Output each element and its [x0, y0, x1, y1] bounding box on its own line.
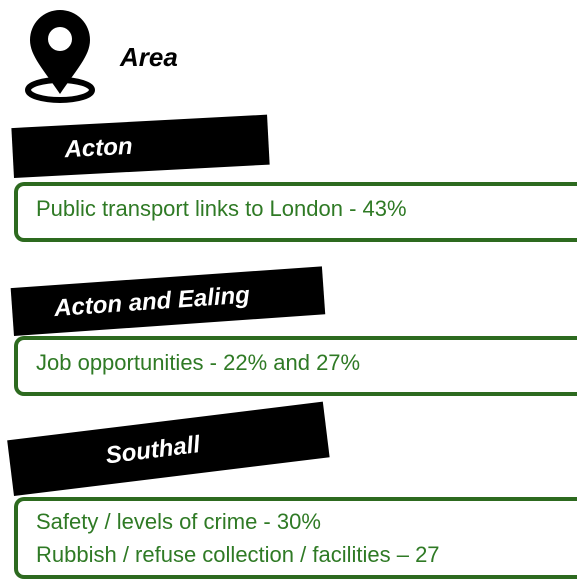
- location-pin-icon: [25, 10, 95, 103]
- area-title: Area: [120, 42, 178, 72]
- section-line: Safety / levels of crime - 30%: [36, 509, 321, 534]
- section-line: Public transport links to London - 43%: [36, 196, 407, 221]
- section-line: Job opportunities - 22% and 27%: [36, 350, 361, 375]
- section-banner: Southall: [7, 401, 330, 496]
- section-banner: Acton: [11, 114, 270, 178]
- section-box: Job opportunities - 22% and 27%: [14, 336, 577, 396]
- section-line: Rubbish / refuse collection / facilities…: [36, 542, 440, 567]
- section-banner: Acton and Ealing: [10, 266, 326, 336]
- section-box: Safety / levels of crime - 30% Rubbish /…: [14, 497, 577, 579]
- section-box: Public transport links to London - 43%: [14, 182, 577, 242]
